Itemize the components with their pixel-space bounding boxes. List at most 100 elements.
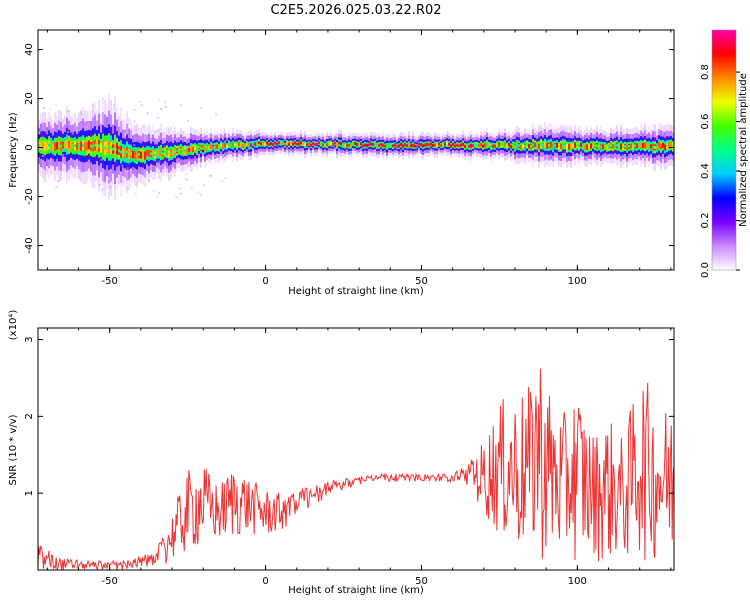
heatmap-peak (274, 141, 276, 145)
heatmap-speck (157, 99, 160, 102)
heatmap-speck (55, 140, 58, 143)
heatmap-peak (610, 144, 612, 148)
y-tick-label: 2 (24, 413, 35, 419)
heatmap-peak (638, 143, 640, 147)
heatmap-peak (432, 143, 434, 147)
heatmap-cell (636, 143, 638, 149)
heatmap-peak (634, 144, 636, 148)
heatmap-peak (324, 143, 326, 147)
heatmap-peak (594, 144, 596, 148)
colorbar-tick-label: 0.6 (700, 114, 711, 130)
heatmap-speck (115, 139, 118, 142)
spectrogram-frame (37, 29, 675, 271)
heatmap-peak (468, 144, 470, 148)
heatmap-cell (290, 141, 292, 145)
snr-x-axis-label: Height of straight line (km) (288, 585, 424, 596)
heatmap-cell (584, 145, 586, 150)
heatmap-peak (236, 144, 238, 148)
heatmap-cell (62, 141, 64, 149)
heatmap-peak (470, 144, 472, 148)
heatmap-peak (444, 142, 446, 146)
heatmap-cell (494, 144, 496, 149)
heatmap-speck (49, 108, 52, 111)
heatmap-speck (164, 105, 167, 108)
heatmap-cell (546, 143, 548, 149)
heatmap-speck (198, 164, 201, 167)
heatmap-speck (179, 187, 182, 190)
heatmap-speck (55, 104, 58, 107)
heatmap-peak (512, 143, 514, 147)
heatmap-cell (84, 141, 86, 152)
heatmap-speck (84, 182, 87, 185)
heatmap-peak (278, 141, 280, 145)
heatmap-peak (434, 143, 436, 147)
heatmap-peak (394, 143, 396, 147)
heatmap-speck (138, 136, 141, 139)
x-tick-label: 100 (568, 576, 587, 587)
heatmap-speck (41, 154, 44, 157)
heatmap-cell (80, 141, 82, 151)
heatmap-peak (442, 143, 444, 147)
heatmap-cell (222, 144, 224, 150)
heatmap-speck (130, 171, 133, 174)
heatmap-peak (206, 146, 208, 150)
heatmap-cell (330, 141, 332, 145)
heatmap-peak (176, 149, 178, 153)
heatmap-speck (174, 169, 177, 172)
heatmap-peak (648, 145, 650, 149)
heatmap-speck (140, 103, 143, 106)
heatmap-speck (175, 196, 178, 199)
heatmap-peak (422, 144, 424, 148)
heatmap-peak (410, 144, 412, 148)
heatmap-cell (86, 141, 88, 151)
heatmap-speck (187, 119, 190, 122)
heatmap-cell (238, 142, 240, 146)
heatmap-peak (516, 143, 518, 147)
heatmap-peak (326, 143, 328, 147)
heatmap-speck (146, 112, 149, 115)
heatmap-peak (288, 142, 290, 146)
heatmap-peak (228, 142, 230, 146)
heatmap-peak (382, 143, 384, 147)
heatmap-cell (308, 142, 310, 145)
heatmap-cell (626, 144, 628, 151)
heatmap-speck (133, 144, 136, 147)
heatmap-speck (158, 192, 161, 195)
heatmap-cell (436, 143, 438, 147)
heatmap-speck (93, 112, 96, 115)
x-tick-label: -50 (102, 576, 118, 587)
heatmap-peak (328, 141, 330, 145)
heatmap-speck (180, 138, 183, 141)
snr-y-axis-label: SNR (10 * v/v) (8, 414, 19, 485)
heatmap-cell (46, 142, 48, 151)
heatmap-speck (160, 107, 163, 110)
heatmap-speck (154, 130, 157, 133)
heatmap-peak (596, 144, 598, 148)
heatmap-peak (430, 142, 432, 146)
heatmap-speck (171, 157, 174, 160)
heatmap-peak (368, 143, 370, 147)
heatmap-peak (496, 143, 498, 147)
heatmap-cell (570, 144, 572, 150)
heatmap-cell (40, 141, 42, 150)
heatmap-speck (129, 169, 132, 172)
y-tick-label: 3 (24, 336, 35, 342)
heatmap-peak (298, 142, 300, 146)
heatmap-peak (268, 143, 270, 147)
heatmap-cell (42, 141, 44, 150)
heatmap-speck (79, 112, 82, 115)
heatmap-peak (370, 142, 372, 146)
heatmap-peak (102, 145, 104, 149)
x-tick-label: -50 (102, 276, 118, 287)
heatmap-peak (628, 144, 630, 148)
heatmap-cell (510, 145, 512, 149)
heatmap-speck (103, 180, 106, 183)
heatmap-cell (534, 142, 536, 148)
heatmap-peak (260, 142, 262, 146)
heatmap-peak (380, 143, 382, 147)
heatmap-speck (42, 106, 45, 109)
heatmap-speck (138, 158, 141, 161)
heatmap-speck (154, 139, 157, 142)
heatmap-peak (258, 141, 260, 145)
heatmap-speck (67, 131, 70, 134)
